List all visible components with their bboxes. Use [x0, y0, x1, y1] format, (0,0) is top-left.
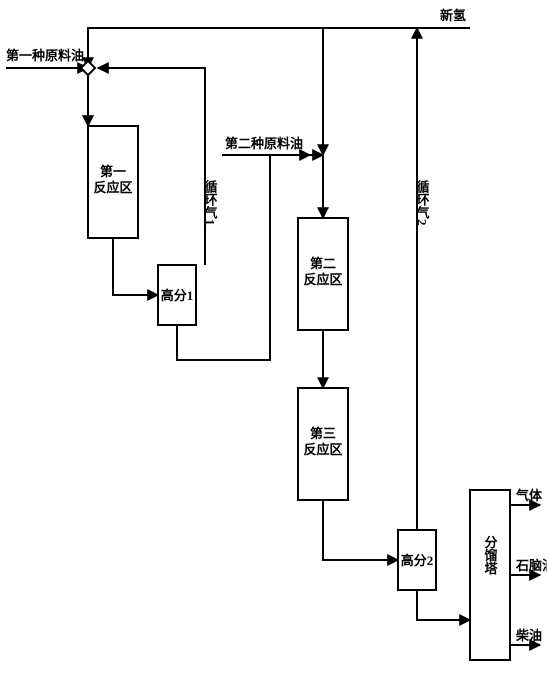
r2-label-1: 第二	[310, 256, 336, 271]
line-r3-to-hp2	[323, 500, 398, 560]
box-r3: 第三 反应区	[298, 388, 348, 500]
line-hp1-liq	[177, 155, 270, 360]
label-feed2: 第二种原料油	[225, 136, 303, 151]
line-new-h2-main	[88, 28, 470, 68]
box-r1: 第一 反应区	[88, 126, 138, 238]
label-cycle2: 循环气2	[415, 179, 430, 225]
flow-lines	[6, 28, 540, 645]
line-r1-to-hp1	[113, 238, 158, 295]
r3-label-2: 反应区	[303, 442, 342, 457]
line-hp2-to-col	[417, 590, 470, 620]
r2-label-2: 反应区	[303, 272, 342, 287]
label-diesel: 柴油	[515, 628, 542, 643]
label-new-h2: 新氢	[440, 8, 466, 23]
r1-label-1: 第一	[100, 164, 126, 179]
col-label: 分馏塔	[483, 535, 499, 575]
label-gas: 气体	[516, 488, 543, 503]
box-hp1: 高分1	[158, 265, 196, 325]
label-feed1: 第一种原料油	[6, 48, 84, 63]
box-col: 分馏塔	[470, 490, 510, 660]
mix-node-1	[81, 61, 95, 75]
label-naphtha: 石脑油	[515, 558, 547, 573]
label-cycle1: 循环气1	[203, 179, 218, 225]
r3-label-1: 第三	[310, 426, 336, 441]
hp2-label: 高分2	[401, 553, 434, 568]
hp1-label: 高分1	[161, 288, 194, 303]
r1-label-2: 反应区	[93, 180, 132, 195]
box-r2: 第二 反应区	[298, 218, 348, 330]
box-hp2: 高分2	[398, 530, 436, 590]
